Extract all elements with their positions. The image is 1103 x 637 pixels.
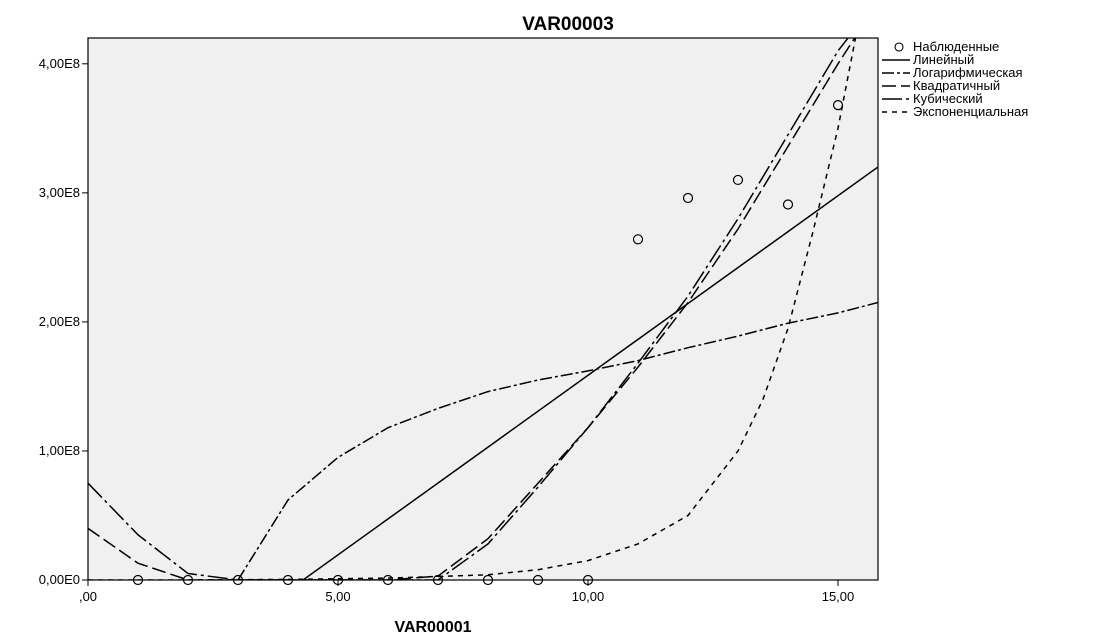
legend-item-квадратичный: Квадратичный bbox=[882, 78, 1000, 93]
series-layer bbox=[88, 38, 878, 580]
legend-label: Кубический bbox=[913, 91, 983, 106]
legend-marker-circle bbox=[894, 42, 904, 52]
observed-point bbox=[632, 234, 644, 245]
series-line-логарифмическая bbox=[237, 301, 878, 580]
x-axis-title: VAR00001 bbox=[394, 619, 471, 636]
observed-point bbox=[132, 574, 144, 586]
legend-label: Экспоненциальная bbox=[913, 104, 1028, 119]
x-tick-label: 5,00 bbox=[325, 589, 350, 604]
observed-point bbox=[682, 192, 694, 204]
legend-item-линейный: Линейный bbox=[882, 52, 974, 67]
observed-point bbox=[732, 174, 744, 186]
y-tick-label: 3,00E8 bbox=[39, 185, 80, 200]
observed-point bbox=[282, 574, 294, 586]
series-line-линейный bbox=[302, 166, 878, 580]
observed-point bbox=[432, 574, 444, 586]
observed-point bbox=[482, 574, 494, 586]
legend: НаблюденныеЛинейныйЛогарифмическаяКвадра… bbox=[882, 39, 1028, 119]
observed-point bbox=[532, 574, 544, 586]
y-tick-label: 1,00E8 bbox=[39, 443, 80, 458]
legend-label: Линейный bbox=[913, 52, 974, 67]
series-line-кубический bbox=[88, 38, 849, 580]
observed-point bbox=[182, 574, 194, 586]
observed-point bbox=[382, 574, 394, 586]
legend-item-наблюденные: Наблюденные bbox=[894, 39, 999, 54]
x-tick-label: 10,00 bbox=[572, 589, 605, 604]
x-axis: ,00 5,00 10,00 15,00 bbox=[79, 580, 854, 604]
legend-label: Наблюденные bbox=[913, 39, 999, 54]
legend-item-кубический: Кубический bbox=[882, 91, 983, 106]
y-tick-label: 4,00E8 bbox=[39, 56, 80, 71]
y-tick-label: 0,00E0 bbox=[39, 572, 80, 587]
series-line-квадратичный bbox=[88, 38, 856, 580]
observed-point bbox=[232, 574, 244, 586]
observed-point bbox=[832, 100, 844, 111]
legend-item-логарифмическая: Логарифмическая bbox=[882, 65, 1023, 80]
x-tick-label: 15,00 bbox=[822, 589, 855, 604]
legend-label: Квадратичный bbox=[913, 78, 1000, 93]
y-axis: 0,00E0 1,00E8 2,00E8 3,00E8 4,00E8 bbox=[39, 56, 88, 587]
series-line-экспоненциальная bbox=[88, 38, 857, 580]
chart-title: VAR00003 bbox=[522, 14, 614, 35]
plot-area bbox=[87, 37, 879, 581]
observed-point bbox=[782, 199, 794, 210]
y-tick-label: 2,00E8 bbox=[39, 314, 80, 329]
x-tick-label: ,00 bbox=[79, 589, 97, 604]
legend-item-экспоненциальная: Экспоненциальная bbox=[882, 104, 1028, 119]
legend-label: Логарифмическая bbox=[913, 65, 1023, 80]
